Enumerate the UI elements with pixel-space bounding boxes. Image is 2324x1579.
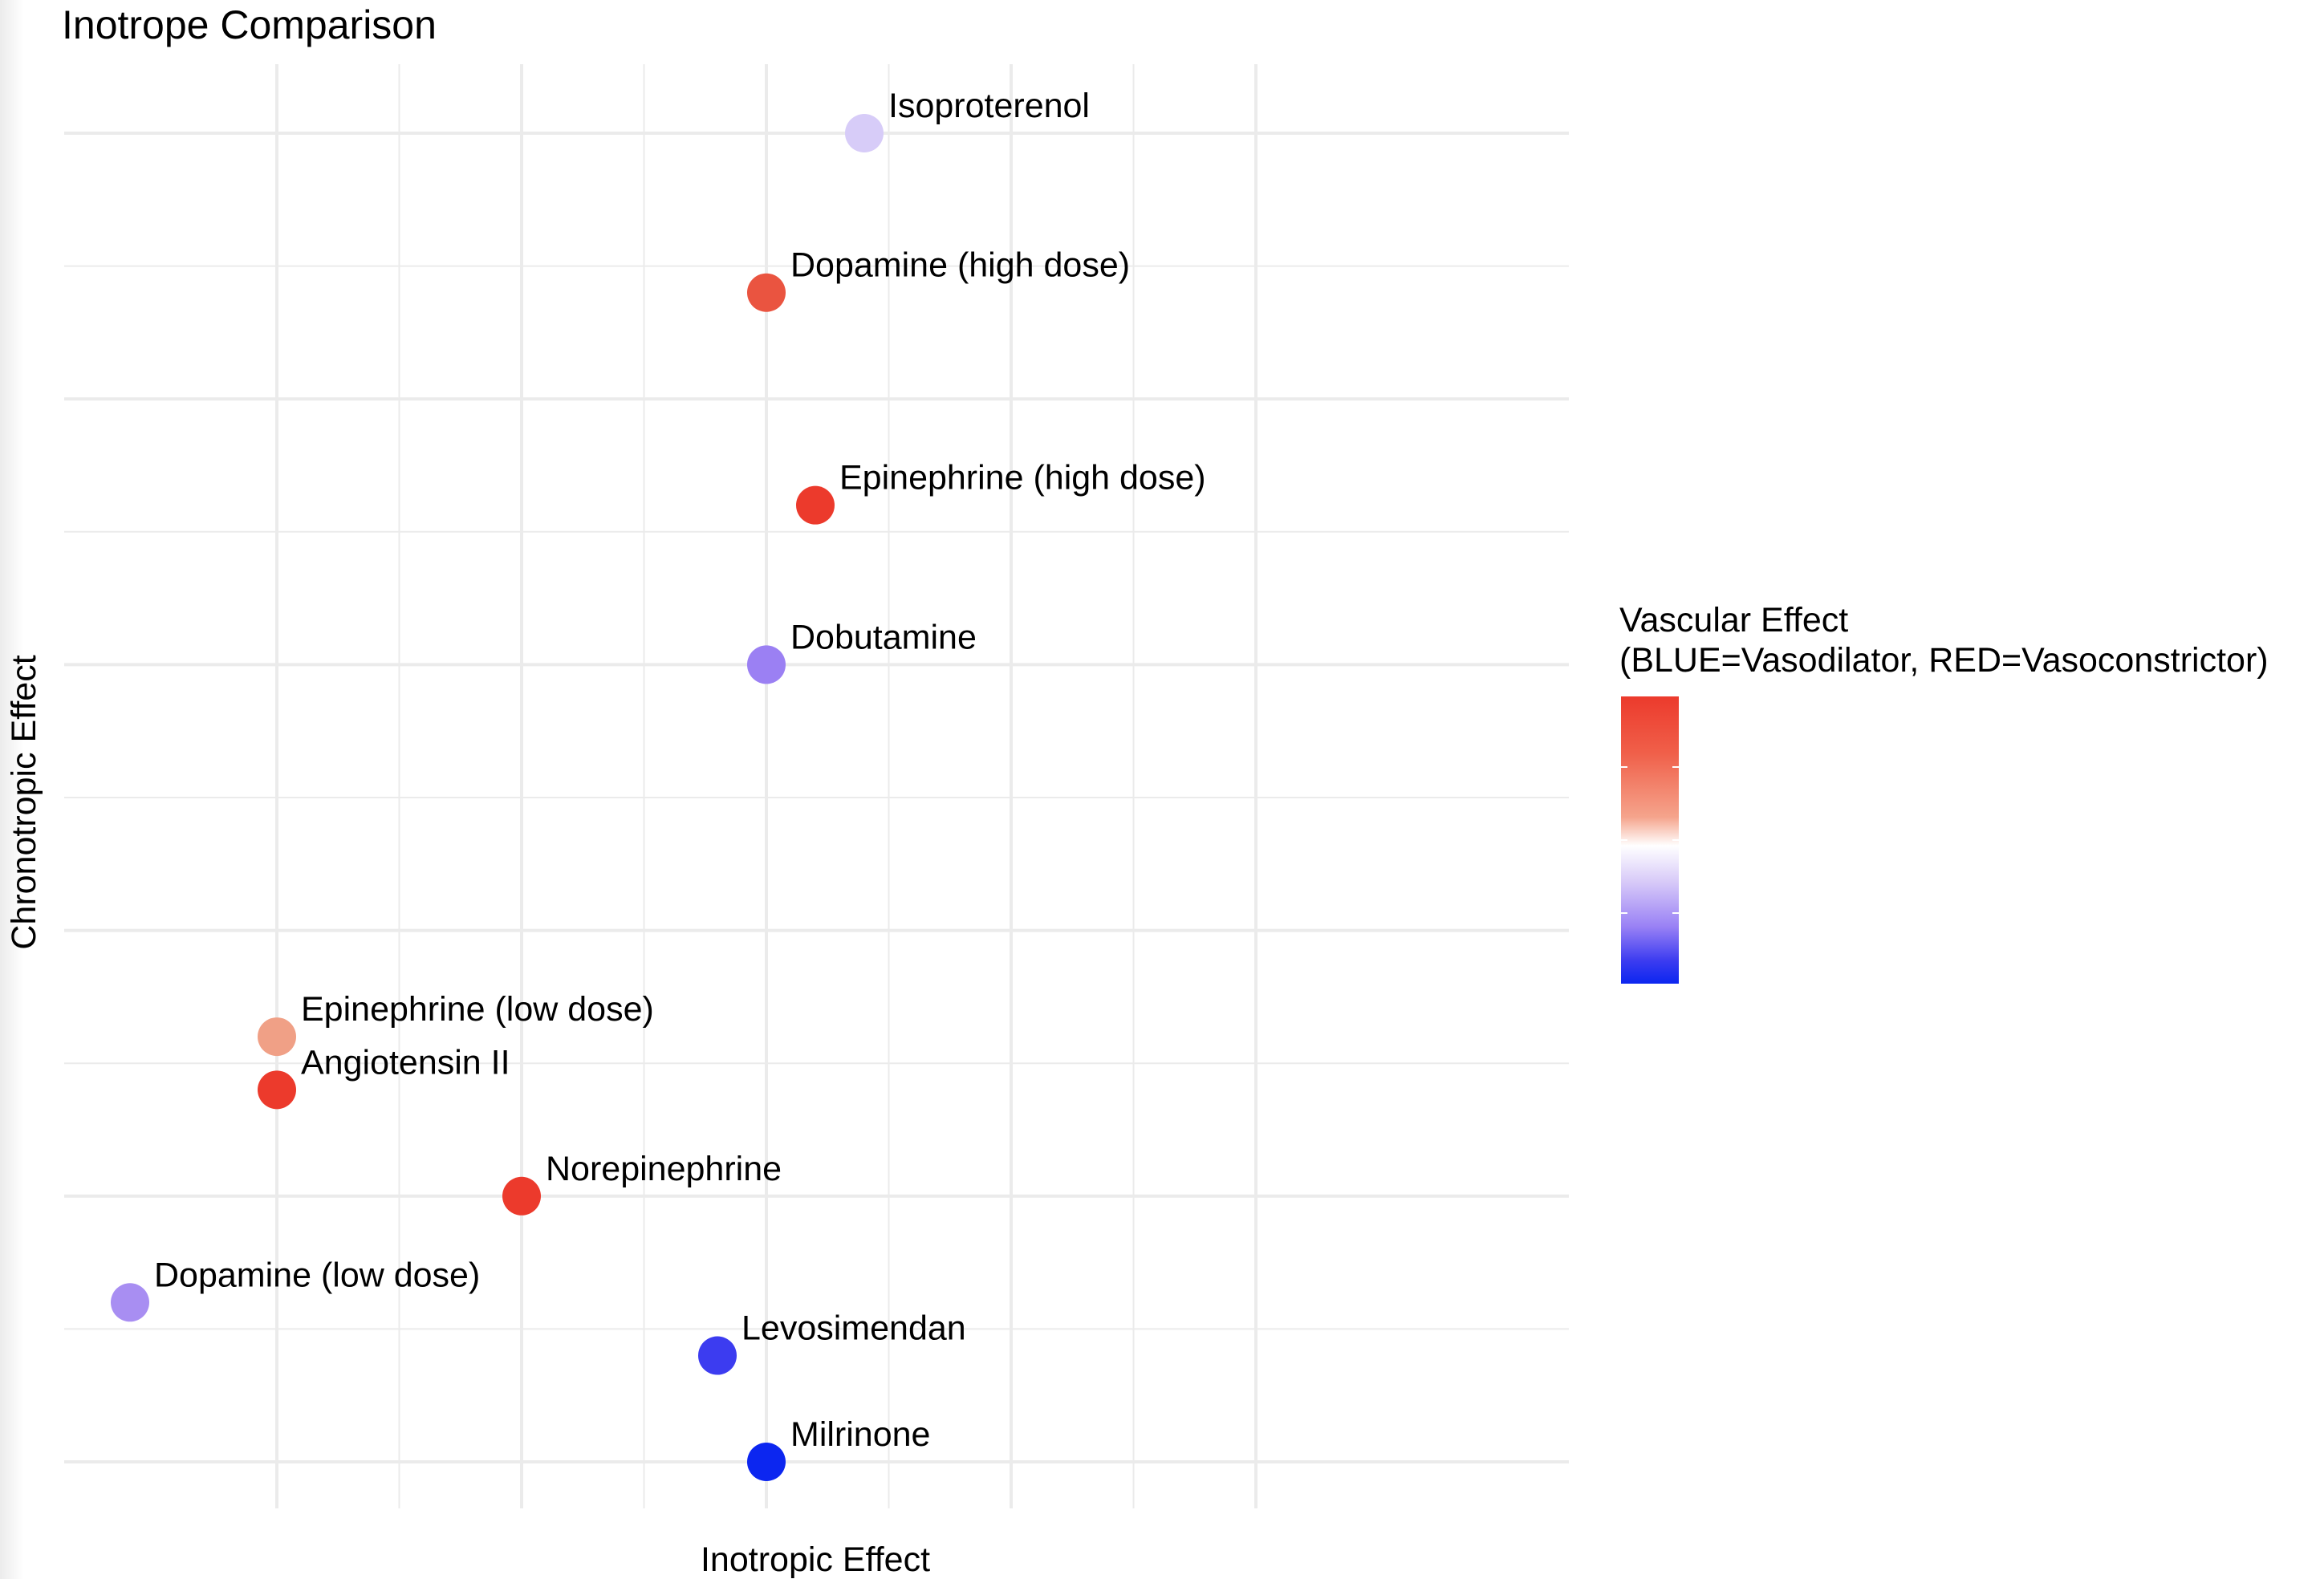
legend-tick	[1672, 839, 1679, 841]
legend-tick	[1621, 839, 1627, 841]
data-point	[258, 1017, 296, 1057]
point-label: Milrinone	[790, 1415, 930, 1454]
data-point	[698, 1336, 737, 1375]
legend-title-line-2: (BLUE=Vasodilator, RED=Vasoconstrictor)	[1619, 641, 2269, 680]
data-point	[796, 485, 835, 525]
legend-tick	[1621, 766, 1627, 768]
data-points	[111, 114, 884, 1481]
point-label: Epinephrine (high dose)	[839, 459, 1206, 497]
point-label: Dopamine (low dose)	[154, 1256, 480, 1294]
y-axis-label: Chronotropic Effect	[5, 655, 43, 949]
legend-title-line-1: Vascular Effect	[1619, 601, 1849, 639]
point-label: Epinephrine (low dose)	[301, 990, 654, 1029]
data-point	[747, 1443, 786, 1481]
data-point	[845, 114, 884, 152]
legend-tick	[1672, 912, 1679, 914]
legend-colorbar	[1621, 696, 1679, 984]
point-label: Norepinephrine	[546, 1150, 782, 1188]
chart-title: Inotrope Comparison	[62, 2, 437, 47]
legend-title: Vascular Effect (BLUE=Vasodilator, RED=V…	[1619, 600, 2269, 680]
data-point	[747, 273, 786, 312]
data-point	[502, 1176, 541, 1216]
legend-tick	[1672, 766, 1679, 768]
data-point	[747, 645, 786, 684]
point-label: Dobutamine	[790, 618, 977, 656]
data-point	[258, 1070, 296, 1110]
point-label: Levosimendan	[741, 1309, 966, 1348]
page-edge-shadow	[0, 0, 24, 1579]
x-axis-label: Inotropic Effect	[701, 1540, 930, 1579]
point-label: Isoproterenol	[888, 87, 1090, 125]
point-label: Dopamine (high dose)	[790, 246, 1130, 285]
grid-lines	[64, 64, 1569, 1508]
point-labels: Isoproterenol Dopamine (high dose) Epineph…	[154, 87, 1206, 1454]
legend-tick	[1621, 912, 1627, 914]
data-point	[111, 1283, 149, 1322]
point-label: Angiotensin II	[301, 1043, 510, 1082]
